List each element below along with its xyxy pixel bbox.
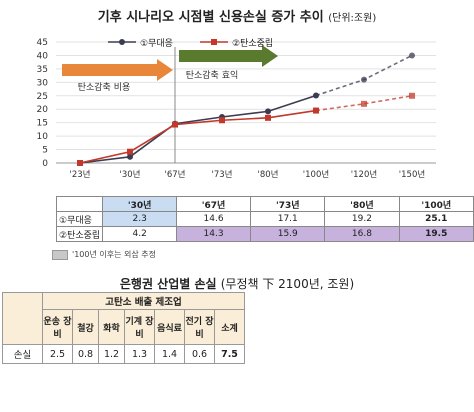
table-row: ①무대응 2.3 14.6 17.1 19.2 25.1 (55, 211, 474, 227)
data-point (265, 114, 271, 121)
data-point (77, 160, 83, 166)
x-tick-label: '150년 (399, 169, 425, 180)
legend-label: ②탄소중립 (232, 38, 273, 49)
loss-cell: 0.8 (72, 344, 99, 364)
subheader-cell: 기계 장비 (124, 309, 155, 345)
subheader-cell: 철강 (72, 309, 99, 345)
line-chart: 0 5 10 15 20 25 30 35 40 45 '23년 '30년 '67년 '73년 '80년 '1… (37, 38, 436, 180)
data-point (265, 108, 271, 115)
table-header-cell: '73년 (250, 196, 326, 212)
table-header-cell: '67년 (175, 196, 252, 212)
row-label: ②탄소중립 (55, 226, 104, 242)
legend-marker (119, 39, 125, 45)
table-cell: 25.1 (398, 211, 474, 227)
legend-label: ①무대응 (140, 38, 173, 49)
legend-swatch (52, 249, 68, 260)
benefit-arrow-label: 탄소감축 효익 (186, 69, 239, 81)
cost-arrow (62, 59, 173, 81)
subheader-cell: 화학 (98, 309, 125, 345)
y-tick-label: 0 (42, 159, 48, 169)
table-row: 손실 2.5 0.8 1.2 1.3 1.4 0.6 7.5 (2, 344, 245, 364)
y-tick-label: 35 (37, 65, 48, 75)
y-tick-label: 10 (37, 132, 49, 142)
table-cell: 2.3 (102, 211, 177, 227)
data-point (361, 76, 367, 83)
series-line-no-response (79, 94, 317, 164)
y-tick-label: 20 (37, 105, 49, 115)
table-cell: 14.3 (175, 226, 252, 242)
table-cell: 14.6 (175, 211, 252, 227)
subheader-cell: 소계 (214, 309, 245, 345)
chart-data-table: '30년 '67년 '73년 '80년 '100년 ①무대응 2.3 14.6 … (55, 196, 474, 242)
extrapolation-legend: '100년 이후는 외삽 추정 (52, 249, 156, 260)
x-tick-label: '120년 (351, 169, 377, 180)
x-tick-label: '100년 (303, 169, 329, 180)
row-label: ①무대응 (55, 211, 104, 227)
loss-cell: 1.2 (98, 344, 125, 364)
data-point (219, 117, 225, 124)
table-header-cell: '100년 (398, 196, 474, 212)
series-line-carbon-neutral (79, 109, 317, 164)
loss-cell: 1.3 (124, 344, 155, 364)
data-point (409, 92, 415, 99)
y-tick-label: 45 (37, 38, 48, 48)
group-header-high-carbon: 고탄소 배출 제조업 (42, 292, 245, 310)
table-cell: 19.2 (324, 211, 400, 227)
table-header-cell: '80년 (324, 196, 400, 212)
table-cell: 4.2 (102, 226, 177, 242)
x-tick-label: '80년 (258, 169, 279, 180)
series-projection-no-response (315, 54, 413, 97)
data-point (409, 52, 415, 59)
series-projection-carbon-neutral (315, 94, 413, 112)
table-row: ②탄소중립 4.2 14.3 15.9 16.8 19.5 (55, 226, 474, 242)
loss-cell: 0.6 (184, 344, 215, 364)
data-point (127, 148, 133, 155)
table-header-cell: '30년 (102, 196, 177, 212)
loss-cell: 2.5 (42, 344, 73, 364)
legend-marker (211, 39, 217, 45)
loss-cell: 7.5 (214, 344, 245, 364)
loss-cell: 1.4 (154, 344, 185, 364)
y-tick-label: 40 (37, 51, 49, 61)
row-header-corner (2, 292, 43, 345)
data-point (313, 107, 319, 114)
y-tick-label: 5 (42, 146, 48, 156)
subheader-cell: 전기 장비 (184, 309, 215, 345)
subheader-cell: 운송 장비 (42, 309, 73, 345)
table-cell: 16.8 (324, 226, 400, 242)
y-tick-label: 25 (37, 92, 48, 102)
industry-table-title: 은행권 산업별 손실 (무정책 下 2100년, 조원) (119, 277, 355, 291)
x-tick-label: '23년 (70, 169, 91, 180)
data-point (313, 92, 319, 99)
cost-arrow-label: 탄소감축 비용 (78, 81, 131, 93)
row-label: 손실 (2, 344, 43, 364)
x-tick-label: '73년 (212, 169, 233, 180)
y-tick-label: 30 (37, 78, 49, 88)
table-cell: 19.5 (398, 226, 474, 242)
x-tick-label: '30년 (120, 169, 141, 180)
chart-title: 기후 시나리오 시점별 신용손실 증가 추이 (단위:조원) (97, 10, 377, 25)
benefit-arrow (179, 45, 278, 67)
y-tick-label: 15 (37, 119, 48, 129)
subheader-cell: 음식료 (154, 309, 185, 345)
data-point (172, 121, 178, 128)
table-cell: 15.9 (250, 226, 326, 242)
industry-loss-table: 고탄소 배출 제조업 운송 장비 철강 화학 기계 장비 음식료 전기 장비 소… (2, 292, 245, 364)
x-tick-label: '67년 (165, 169, 186, 180)
data-point (361, 100, 367, 107)
table-cell: 17.1 (250, 211, 326, 227)
data-point (127, 153, 133, 160)
